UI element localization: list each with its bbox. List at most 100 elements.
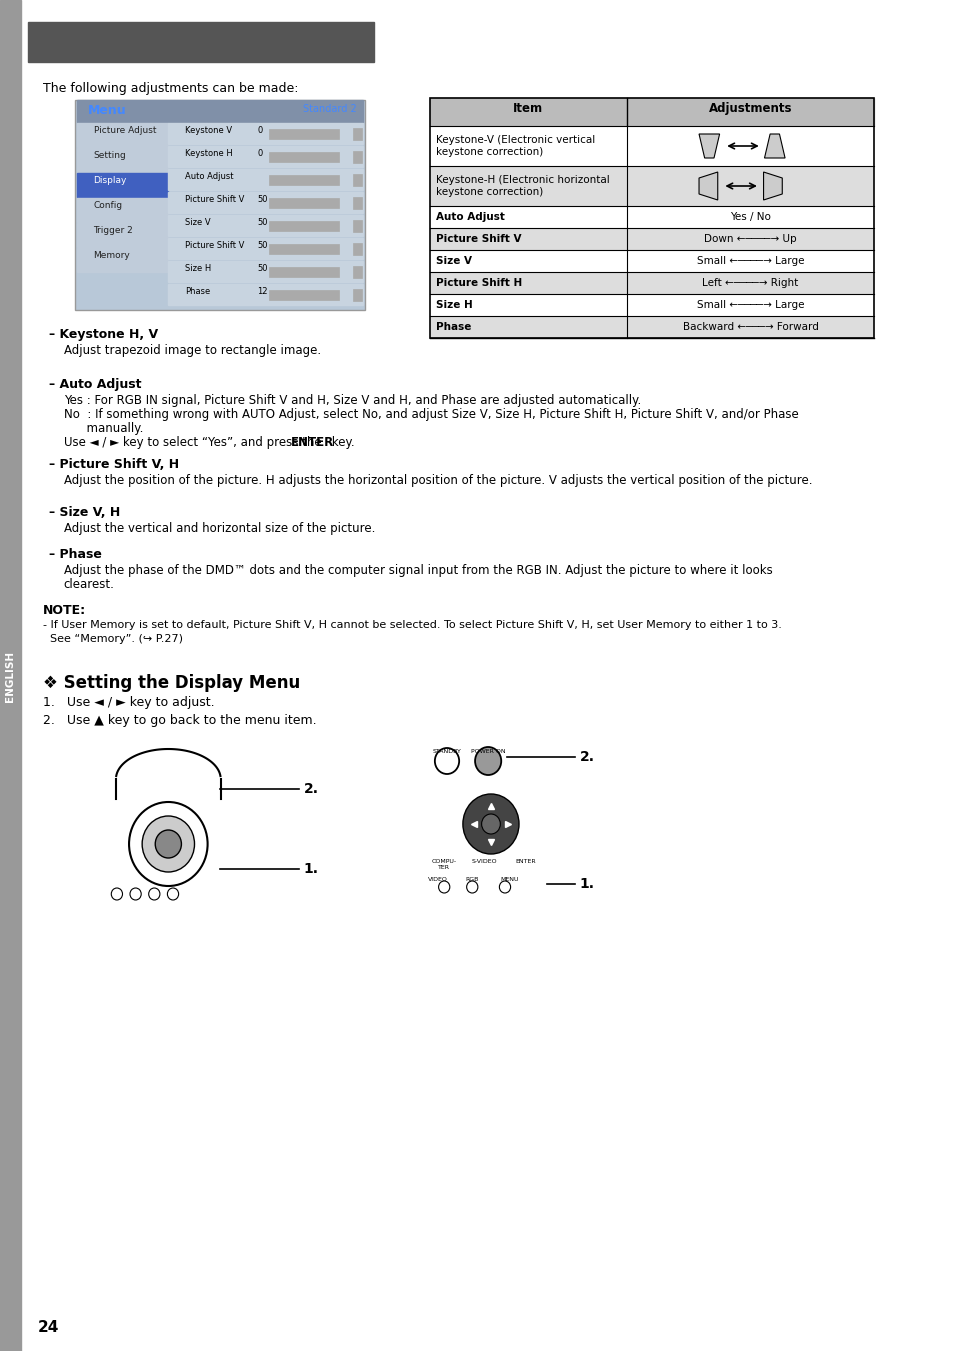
Text: Small ←────→ Large: Small ←────→ Large [696,300,803,309]
Circle shape [462,794,518,854]
Text: Size H: Size H [185,263,212,273]
Text: STANDBY: STANDBY [432,748,461,754]
Polygon shape [762,172,781,200]
Text: manually.: manually. [64,422,143,435]
Bar [269,153,339,162]
Text: Left ←────→ Right: Left ←────→ Right [701,278,798,288]
Text: Keystone H: Keystone H [185,149,233,158]
Text: Config: Config [93,201,123,209]
Bar [430,99,874,126]
Text: RGB: RGB [465,877,478,882]
Text: NOTE:: NOTE: [43,604,86,617]
Bar [76,199,168,222]
Text: Menu: Menu [88,104,127,118]
Bar [76,100,362,122]
Text: Auto Adjust: Auto Adjust [185,172,233,181]
Text: VIDEO: VIDEO [427,877,447,882]
Text: 1.: 1. [304,862,318,875]
Bar [28,22,374,62]
Text: Picture Shift V: Picture Shift V [185,195,244,204]
Text: 0: 0 [257,149,262,158]
Bar [354,151,361,163]
Bar [430,250,874,272]
Text: Phase: Phase [436,322,471,332]
Text: 12: 12 [257,286,268,296]
Bar [76,249,168,272]
Text: - If User Memory is set to default, Picture Shift V, H cannot be selected. To se: - If User Memory is set to default, Pict… [43,620,781,630]
Text: Size H: Size H [436,300,472,309]
Text: Standard 2: Standard 2 [303,104,356,113]
Text: Memory: Memory [93,251,131,259]
Text: Backward ←───→ Forward: Backward ←───→ Forward [681,322,818,332]
Text: Display: Display [43,63,117,82]
Bar [0,0,21,1351]
Bar [76,123,168,147]
Text: 2.: 2. [304,782,318,796]
Bar [269,222,339,231]
Circle shape [142,816,194,871]
Bar [430,166,874,205]
Text: 1.: 1. [579,877,594,892]
Text: Keystone-V (Electronic vertical
keystone correction): Keystone-V (Electronic vertical keystone… [436,135,595,157]
Bar [354,128,361,141]
Text: Adjust the vertical and horizontal size of the picture.: Adjust the vertical and horizontal size … [64,521,375,535]
Text: Keystone V: Keystone V [185,126,232,135]
Text: clearest.: clearest. [64,578,114,590]
Text: 50: 50 [257,218,268,227]
Text: 24: 24 [37,1320,59,1335]
Text: Setting: Setting [93,151,126,159]
Bar [168,123,362,145]
Text: Phase: Phase [185,286,211,296]
Text: – Picture Shift V, H: – Picture Shift V, H [49,458,178,471]
Bar [269,199,339,208]
Bar [168,238,362,259]
Text: POWER ON: POWER ON [471,748,505,754]
Bar [354,289,361,301]
Bar [430,205,874,228]
Bar [430,228,874,250]
Text: Item: Item [513,101,543,115]
Text: Auto Adjust: Auto Adjust [436,212,504,222]
Text: 1.   Use ◄ / ► key to adjust.: 1. Use ◄ / ► key to adjust. [43,696,214,709]
Text: Use ◄ / ► key to select “Yes”, and press the: Use ◄ / ► key to select “Yes”, and press… [64,436,325,449]
Text: Yes : For RGB IN signal, Picture Shift V and H, Size V and H, and Phase are adju: Yes : For RGB IN signal, Picture Shift V… [64,394,640,407]
Text: – Auto Adjust: – Auto Adjust [49,378,141,390]
Text: MENU: MENU [500,877,518,882]
Circle shape [155,830,181,858]
Polygon shape [699,134,719,158]
Bar [168,284,362,305]
Text: Picture Shift V: Picture Shift V [436,234,520,245]
Text: No  : If something wrong with AUTO Adjust, select No, and adjust Size V, Size H,: No : If something wrong with AUTO Adjust… [64,408,798,422]
Bar [430,295,874,316]
Text: Trigger 2: Trigger 2 [93,226,133,235]
Bar [168,215,362,236]
Text: ENGLISH: ENGLISH [6,650,15,701]
Text: 50: 50 [257,195,268,204]
Bar [430,272,874,295]
Text: Adjust the position of the picture. H adjusts the horizontal position of the pic: Adjust the position of the picture. H ad… [64,474,811,486]
Text: Picture Adjust: Picture Adjust [93,126,156,135]
Text: Size V: Size V [436,255,472,266]
Text: Keystone-H (Electronic horizontal
keystone correction): Keystone-H (Electronic horizontal keysto… [436,176,609,197]
Text: COMPU-
TER: COMPU- TER [431,859,456,870]
Text: Adjust trapezoid image to rectangle image.: Adjust trapezoid image to rectangle imag… [64,345,320,357]
Text: – Phase: – Phase [49,549,101,561]
Bar [74,100,364,309]
Bar [269,267,339,277]
Text: 2.   Use ▲ key to go back to the menu item.: 2. Use ▲ key to go back to the menu item… [43,713,316,727]
Bar [76,149,168,172]
Bar [168,261,362,282]
Bar [168,146,362,168]
Bar [354,197,361,209]
Bar [430,99,874,338]
Text: 50: 50 [257,240,268,250]
Bar [354,266,361,278]
Bar [430,316,874,338]
Text: key.: key. [328,436,355,449]
Text: Size V: Size V [185,218,211,227]
Text: 0: 0 [257,126,262,135]
Text: ENTER: ENTER [515,859,536,865]
Bar [269,176,339,185]
Text: 50: 50 [257,263,268,273]
Text: – Keystone H, V: – Keystone H, V [49,328,157,340]
